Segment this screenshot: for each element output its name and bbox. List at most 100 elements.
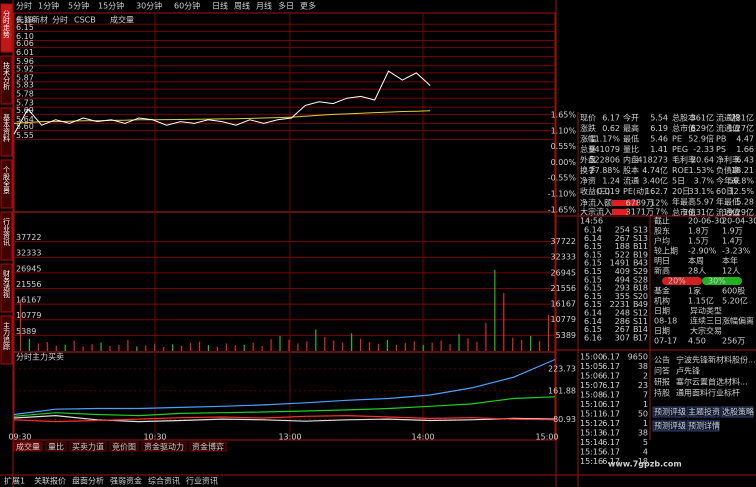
bottom-tab[interactable] <box>13 441 43 452</box>
holder-cell: -2.90% <box>688 247 717 256</box>
tick-count: 19 <box>638 250 648 259</box>
bottom-tab-label[interactable]: 买卖力道 <box>72 442 104 452</box>
holder-cell: 大宗交易 <box>690 326 722 336</box>
news-tag[interactable]: 公告 <box>654 355 670 365</box>
flow-bar <box>612 209 628 215</box>
button-label[interactable]: 预测评级 <box>654 407 686 417</box>
bottom-tab[interactable] <box>69 441 107 452</box>
side-tab-label[interactable]: 分时走势 <box>3 9 11 39</box>
trade-price: 6.17 <box>602 391 620 400</box>
trade-volume: 1 <box>643 400 648 409</box>
menu-tab[interactable]: 月线 <box>256 1 272 11</box>
menu-tab[interactable]: 更多 <box>300 1 316 11</box>
tick-price: 6.15 <box>584 284 602 293</box>
menu-tab[interactable]: 周线 <box>234 1 250 11</box>
y-tick-label: 6.10 <box>16 32 34 41</box>
y-tick-label: 32333 <box>16 249 41 258</box>
button-label[interactable]: 预测详情 <box>688 421 720 431</box>
side-tab[interactable] <box>0 159 13 209</box>
button[interactable] <box>652 420 686 432</box>
status-tab[interactable]: 综合资讯 <box>148 476 180 486</box>
news-tag[interactable]: 研报 <box>654 377 670 387</box>
quote-value: 1.24 <box>602 177 620 186</box>
side-tab-label[interactable]: 行业资讯 <box>3 217 11 247</box>
side-tab[interactable] <box>0 55 13 105</box>
side-tab-label[interactable]: 技术分析 <box>3 61 11 91</box>
bottom-tab-label[interactable]: 量比 <box>48 442 64 452</box>
y-tick-label: 5.55 <box>16 131 34 140</box>
news-title[interactable]: 宁波先锋新材料股份... <box>676 355 756 365</box>
side-tab-label[interactable]: 主力追踪 <box>3 321 11 351</box>
button[interactable] <box>720 406 754 418</box>
trade-time: 15:14 <box>580 438 603 447</box>
trade-volume: 18 <box>638 457 648 466</box>
button-label[interactable]: 选股策略 <box>722 407 754 417</box>
status-tab[interactable]: 扩展1 <box>4 476 25 486</box>
holder-cell: 12人 <box>722 267 740 276</box>
time-label: 09:30 <box>8 433 31 442</box>
indicator-title: 分时主力买卖 <box>16 352 64 362</box>
side-tab-label[interactable]: 财务透视 <box>3 269 11 299</box>
bottom-tab-label[interactable]: 资金博弈 <box>192 442 224 452</box>
quote-value: 27.88% <box>589 166 620 175</box>
holder-cell: 日期 <box>654 327 670 336</box>
indicator-line <box>13 358 556 416</box>
side-tab[interactable] <box>0 263 13 313</box>
menu-tab[interactable]: 分时 <box>16 1 32 11</box>
bottom-tab-label[interactable]: 成交量 <box>16 442 40 452</box>
side-tab-label[interactable]: 个股全景 <box>3 166 11 195</box>
trade-volume: 7 <box>643 391 648 400</box>
button[interactable] <box>686 420 720 432</box>
fund-value: 50.8% <box>729 177 755 186</box>
fund-label: 年最高 <box>672 197 696 207</box>
side-tab-label[interactable]: 基本资料 <box>3 113 11 143</box>
status-tab[interactable]: 强弱资金 <box>110 476 142 486</box>
holder-cell: 20% <box>668 277 686 286</box>
status-tab[interactable]: 盘面分析 <box>72 476 104 486</box>
tick-volume: 355 <box>615 292 630 301</box>
menu-tab[interactable]: 5分钟 <box>68 1 89 11</box>
button-label[interactable]: 预测评级 <box>654 421 686 431</box>
bottom-tab[interactable] <box>189 441 227 452</box>
fund-value: 52.9倍 <box>688 134 714 144</box>
side-tab[interactable] <box>0 211 13 261</box>
y-tick-label: 10779 <box>16 311 41 320</box>
status-tab[interactable]: 行业资讯 <box>186 476 218 486</box>
tick-volume: 409 <box>615 267 630 276</box>
news-title[interactable]: 塞尔云置首选材料... <box>676 377 748 387</box>
holder-cell: 较上期 <box>654 246 678 256</box>
side-tab[interactable] <box>0 107 13 157</box>
button[interactable] <box>686 406 720 418</box>
bottom-tab[interactable] <box>109 441 139 452</box>
tick-side: S <box>633 234 638 243</box>
menu-tab[interactable]: 15分钟 <box>98 1 124 11</box>
news-title[interactable]: 通用面料行业标杆 <box>676 388 740 398</box>
menu-tab[interactable]: 1分钟 <box>38 1 59 11</box>
bottom-tab-label[interactable]: 资金驱动力 <box>144 442 184 452</box>
y-tick-label: 5.83 <box>16 81 34 90</box>
fund-label: 今年来 <box>716 176 740 186</box>
time-label: 15:00 <box>535 433 558 442</box>
bottom-tab-label[interactable]: 竞价图 <box>112 442 136 452</box>
menu-tab[interactable]: 30分钟 <box>136 1 162 11</box>
fund-value: 12.5% <box>729 187 755 196</box>
news-title[interactable]: 卢先锋 <box>676 366 700 376</box>
button-label[interactable]: 主题投资 <box>688 407 720 417</box>
ratio-bar-up <box>662 277 702 285</box>
news-tag[interactable]: 问答 <box>654 366 670 376</box>
holder-cell: 4.50 <box>688 337 706 346</box>
news-tag[interactable]: 持股 <box>654 388 670 398</box>
menu-tab[interactable]: 60分钟 <box>174 1 200 11</box>
bottom-tab[interactable] <box>141 441 187 452</box>
status-tab[interactable]: 关联报价 <box>34 476 66 486</box>
fund-label: 净利率 <box>716 155 740 165</box>
menu-tab[interactable]: 多日 <box>278 1 294 11</box>
bottom-tab[interactable] <box>45 441 67 452</box>
trade-price: 6.17 <box>602 457 620 466</box>
menu-tab[interactable]: 日线 <box>212 1 228 11</box>
side-tab[interactable] <box>0 315 13 365</box>
flow-value: 6789万 <box>626 199 654 208</box>
button[interactable] <box>652 406 686 418</box>
side-tab[interactable] <box>0 3 13 53</box>
